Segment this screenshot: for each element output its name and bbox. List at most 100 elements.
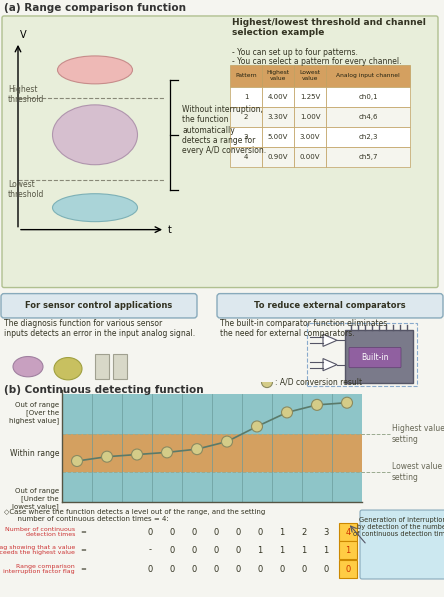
Ellipse shape [52, 193, 138, 221]
Circle shape [251, 421, 262, 432]
FancyBboxPatch shape [326, 147, 410, 167]
FancyBboxPatch shape [339, 560, 357, 578]
Text: 3: 3 [244, 134, 248, 140]
Text: Analog input channel: Analog input channel [336, 73, 400, 78]
Text: 1: 1 [301, 546, 307, 555]
Circle shape [262, 377, 273, 387]
Text: =: = [80, 566, 86, 572]
FancyBboxPatch shape [262, 87, 294, 107]
FancyBboxPatch shape [230, 87, 262, 107]
FancyBboxPatch shape [294, 107, 326, 127]
Text: Highest
threshold: Highest threshold [8, 85, 44, 104]
Text: 4: 4 [244, 154, 248, 160]
Text: 0: 0 [235, 528, 241, 537]
Text: 0: 0 [279, 565, 285, 574]
Text: Built-in: Built-in [361, 353, 389, 362]
FancyBboxPatch shape [1, 294, 197, 318]
Text: 0: 0 [258, 528, 262, 537]
Text: 0: 0 [169, 528, 174, 537]
Text: 2: 2 [301, 528, 307, 537]
Text: 0: 0 [345, 565, 351, 574]
Circle shape [191, 444, 202, 455]
Text: 1.25V: 1.25V [300, 94, 320, 100]
Text: V: V [20, 30, 27, 40]
Text: 1: 1 [279, 528, 285, 537]
FancyBboxPatch shape [262, 107, 294, 127]
Text: Highest
value: Highest value [266, 70, 289, 81]
Ellipse shape [54, 358, 82, 380]
FancyBboxPatch shape [230, 127, 262, 147]
Text: 0: 0 [169, 546, 174, 555]
Text: -: - [148, 546, 151, 555]
Text: 0.00V: 0.00V [300, 154, 320, 160]
FancyBboxPatch shape [294, 87, 326, 107]
Text: Within range: Within range [9, 448, 59, 457]
Text: Out of range
[Under the
lowest value]: Out of range [Under the lowest value] [12, 488, 59, 510]
Text: 0: 0 [214, 528, 218, 537]
FancyBboxPatch shape [345, 330, 413, 383]
Text: Lowest
value: Lowest value [299, 70, 321, 81]
Text: Pattern: Pattern [235, 73, 257, 78]
Text: 5.00V: 5.00V [268, 134, 288, 140]
Circle shape [131, 449, 143, 460]
Text: Lowest
threshold: Lowest threshold [8, 180, 44, 199]
Text: 0: 0 [301, 565, 307, 574]
Text: Lowest value
setting: Lowest value setting [392, 462, 442, 482]
Text: 0: 0 [147, 528, 153, 537]
Text: Number of continuous
detection times: Number of continuous detection times [5, 527, 75, 537]
FancyBboxPatch shape [230, 107, 262, 127]
Ellipse shape [58, 56, 132, 84]
Text: 0: 0 [235, 565, 241, 574]
Text: 0: 0 [191, 528, 197, 537]
FancyBboxPatch shape [62, 434, 362, 472]
Text: (b) Continuous detecting function: (b) Continuous detecting function [4, 385, 204, 395]
Bar [95, 355, 109, 379]
Text: 0: 0 [214, 546, 218, 555]
Text: ch5,7: ch5,7 [358, 154, 378, 160]
Polygon shape [323, 334, 337, 346]
Text: 0: 0 [169, 565, 174, 574]
Polygon shape [323, 359, 337, 371]
Text: 0: 0 [323, 565, 329, 574]
FancyBboxPatch shape [230, 147, 262, 167]
Text: 4: 4 [345, 528, 351, 537]
FancyBboxPatch shape [230, 65, 262, 87]
Text: =: = [80, 547, 86, 553]
Text: The built-in comparator function eliminates
the need for external comparators.: The built-in comparator function elimina… [220, 319, 387, 338]
Text: 0: 0 [258, 565, 262, 574]
Circle shape [222, 436, 233, 447]
Text: Flag showing that a value
exceeds the highest value: Flag showing that a value exceeds the hi… [0, 544, 75, 555]
Text: 1.00V: 1.00V [300, 114, 320, 120]
Text: 1: 1 [258, 546, 262, 555]
Text: Without interruption,
the function
automatically
detects a range for
every A/D c: Without interruption, the function autom… [182, 105, 266, 155]
Text: t: t [168, 224, 172, 235]
FancyBboxPatch shape [2, 16, 438, 288]
Text: 0: 0 [214, 565, 218, 574]
Circle shape [341, 397, 353, 408]
Ellipse shape [52, 105, 138, 165]
Text: ch0,1: ch0,1 [358, 94, 378, 100]
FancyBboxPatch shape [326, 107, 410, 127]
Text: 3.30V: 3.30V [268, 114, 288, 120]
FancyBboxPatch shape [326, 87, 410, 107]
Text: For sensor control applications: For sensor control applications [25, 301, 173, 310]
FancyBboxPatch shape [349, 347, 401, 368]
Text: 0: 0 [191, 546, 197, 555]
Text: 0: 0 [147, 565, 153, 574]
Text: ch2,3: ch2,3 [358, 134, 378, 140]
Text: 2: 2 [244, 114, 248, 120]
FancyBboxPatch shape [262, 147, 294, 167]
Circle shape [162, 447, 173, 458]
Text: Highest/lowest threshold and channel
selection example: Highest/lowest threshold and channel sel… [232, 18, 426, 38]
Text: Highest value
setting: Highest value setting [392, 424, 444, 444]
FancyBboxPatch shape [262, 65, 294, 87]
Text: Generation of interruption
by detection of the number
of continuous detection ti: Generation of interruption by detection … [353, 517, 444, 537]
Text: 4.00V: 4.00V [268, 94, 288, 100]
FancyBboxPatch shape [262, 127, 294, 147]
Circle shape [71, 456, 83, 466]
FancyBboxPatch shape [326, 65, 410, 87]
Text: 0: 0 [235, 546, 241, 555]
Text: ch4,6: ch4,6 [358, 114, 378, 120]
Text: 1: 1 [345, 546, 351, 555]
FancyBboxPatch shape [217, 294, 443, 318]
